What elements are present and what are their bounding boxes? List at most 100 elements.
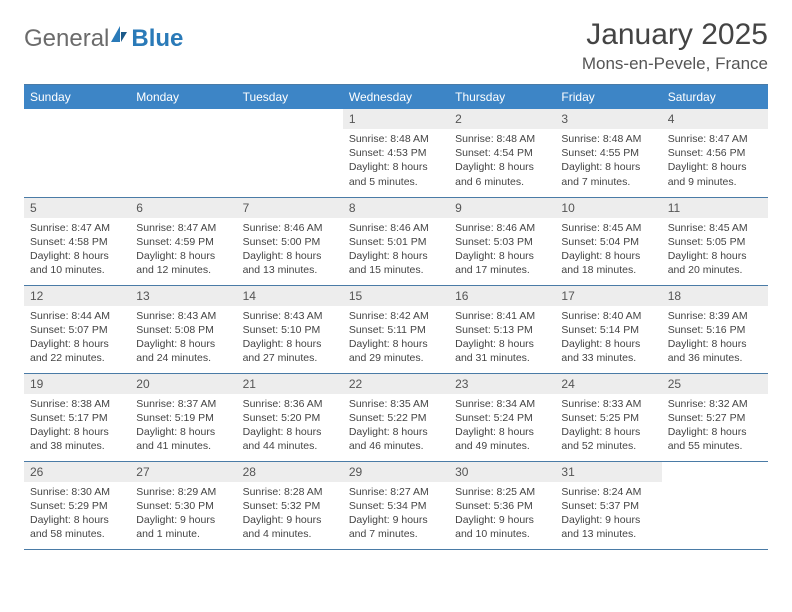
day-info: Sunrise: 8:27 AMSunset: 5:34 PMDaylight:… [343,482,449,546]
calendar-cell: 31Sunrise: 8:24 AMSunset: 5:37 PMDayligh… [555,461,661,549]
day-number: 22 [343,374,449,394]
day-info: Sunrise: 8:35 AMSunset: 5:22 PMDaylight:… [343,394,449,458]
day-number: 30 [449,462,555,482]
col-friday: Friday [555,85,661,110]
day-number: 10 [555,198,661,218]
col-sunday: Sunday [24,85,130,110]
day-info: Sunrise: 8:30 AMSunset: 5:29 PMDaylight:… [24,482,130,546]
day-info: Sunrise: 8:43 AMSunset: 5:08 PMDaylight:… [130,306,236,370]
calendar-cell: 22Sunrise: 8:35 AMSunset: 5:22 PMDayligh… [343,373,449,461]
calendar-row: 5Sunrise: 8:47 AMSunset: 4:58 PMDaylight… [24,197,768,285]
day-info: Sunrise: 8:48 AMSunset: 4:55 PMDaylight:… [555,129,661,193]
day-number: 4 [662,109,768,129]
calendar-cell: 23Sunrise: 8:34 AMSunset: 5:24 PMDayligh… [449,373,555,461]
day-number: 2 [449,109,555,129]
day-number: 1 [343,109,449,129]
calendar-cell: 8Sunrise: 8:46 AMSunset: 5:01 PMDaylight… [343,197,449,285]
day-number: 6 [130,198,236,218]
day-number: 19 [24,374,130,394]
day-number: 24 [555,374,661,394]
day-info: Sunrise: 8:41 AMSunset: 5:13 PMDaylight:… [449,306,555,370]
calendar-row: 1Sunrise: 8:48 AMSunset: 4:53 PMDaylight… [24,109,768,197]
day-info: Sunrise: 8:47 AMSunset: 4:59 PMDaylight:… [130,218,236,282]
day-number: 9 [449,198,555,218]
day-number: 21 [237,374,343,394]
col-thursday: Thursday [449,85,555,110]
day-info: Sunrise: 8:28 AMSunset: 5:32 PMDaylight:… [237,482,343,546]
day-info: Sunrise: 8:33 AMSunset: 5:25 PMDaylight:… [555,394,661,458]
calendar-cell: 29Sunrise: 8:27 AMSunset: 5:34 PMDayligh… [343,461,449,549]
calendar-cell: 13Sunrise: 8:43 AMSunset: 5:08 PMDayligh… [130,285,236,373]
calendar-cell: 2Sunrise: 8:48 AMSunset: 4:54 PMDaylight… [449,109,555,197]
day-number: 20 [130,374,236,394]
col-saturday: Saturday [662,85,768,110]
calendar-cell: 6Sunrise: 8:47 AMSunset: 4:59 PMDaylight… [130,197,236,285]
calendar-cell: 18Sunrise: 8:39 AMSunset: 5:16 PMDayligh… [662,285,768,373]
day-number: 27 [130,462,236,482]
calendar-cell: 16Sunrise: 8:41 AMSunset: 5:13 PMDayligh… [449,285,555,373]
day-info: Sunrise: 8:46 AMSunset: 5:01 PMDaylight:… [343,218,449,282]
day-info: Sunrise: 8:40 AMSunset: 5:14 PMDaylight:… [555,306,661,370]
calendar-cell: 10Sunrise: 8:45 AMSunset: 5:04 PMDayligh… [555,197,661,285]
calendar-page: General Blue January 2025 Mons-en-Pevele… [0,0,792,560]
header: General Blue January 2025 Mons-en-Pevele… [24,18,768,74]
calendar-cell: 1Sunrise: 8:48 AMSunset: 4:53 PMDaylight… [343,109,449,197]
calendar-row: 26Sunrise: 8:30 AMSunset: 5:29 PMDayligh… [24,461,768,549]
day-number: 23 [449,374,555,394]
calendar-row: 12Sunrise: 8:44 AMSunset: 5:07 PMDayligh… [24,285,768,373]
calendar-cell: 12Sunrise: 8:44 AMSunset: 5:07 PMDayligh… [24,285,130,373]
day-number: 11 [662,198,768,218]
calendar-cell [237,109,343,197]
calendar-cell: 9Sunrise: 8:46 AMSunset: 5:03 PMDaylight… [449,197,555,285]
day-number: 25 [662,374,768,394]
day-info: Sunrise: 8:37 AMSunset: 5:19 PMDaylight:… [130,394,236,458]
day-number: 26 [24,462,130,482]
day-number: 13 [130,286,236,306]
calendar-cell: 11Sunrise: 8:45 AMSunset: 5:05 PMDayligh… [662,197,768,285]
logo-text-blue: Blue [131,25,183,53]
col-tuesday: Tuesday [237,85,343,110]
calendar-cell: 7Sunrise: 8:46 AMSunset: 5:00 PMDaylight… [237,197,343,285]
col-monday: Monday [130,85,236,110]
calendar-cell: 15Sunrise: 8:42 AMSunset: 5:11 PMDayligh… [343,285,449,373]
day-number: 14 [237,286,343,306]
day-number: 7 [237,198,343,218]
day-info: Sunrise: 8:39 AMSunset: 5:16 PMDaylight:… [662,306,768,370]
day-info: Sunrise: 8:32 AMSunset: 5:27 PMDaylight:… [662,394,768,458]
day-info: Sunrise: 8:24 AMSunset: 5:37 PMDaylight:… [555,482,661,546]
calendar-cell [130,109,236,197]
day-number: 8 [343,198,449,218]
day-info: Sunrise: 8:36 AMSunset: 5:20 PMDaylight:… [237,394,343,458]
calendar-cell [662,461,768,549]
calendar-cell [24,109,130,197]
day-number: 17 [555,286,661,306]
day-number: 29 [343,462,449,482]
calendar-cell: 24Sunrise: 8:33 AMSunset: 5:25 PMDayligh… [555,373,661,461]
day-info: Sunrise: 8:47 AMSunset: 4:58 PMDaylight:… [24,218,130,282]
logo-text-general: General [24,25,109,53]
day-info: Sunrise: 8:34 AMSunset: 5:24 PMDaylight:… [449,394,555,458]
sail-icon [109,24,129,44]
day-info: Sunrise: 8:44 AMSunset: 5:07 PMDaylight:… [24,306,130,370]
day-header-row: Sunday Monday Tuesday Wednesday Thursday… [24,85,768,110]
location: Mons-en-Pevele, France [582,54,768,74]
day-number: 12 [24,286,130,306]
day-info: Sunrise: 8:48 AMSunset: 4:53 PMDaylight:… [343,129,449,193]
day-number: 18 [662,286,768,306]
calendar-cell: 27Sunrise: 8:29 AMSunset: 5:30 PMDayligh… [130,461,236,549]
day-number: 3 [555,109,661,129]
calendar-row: 19Sunrise: 8:38 AMSunset: 5:17 PMDayligh… [24,373,768,461]
day-number: 28 [237,462,343,482]
calendar-cell: 25Sunrise: 8:32 AMSunset: 5:27 PMDayligh… [662,373,768,461]
calendar-cell: 4Sunrise: 8:47 AMSunset: 4:56 PMDaylight… [662,109,768,197]
day-info: Sunrise: 8:25 AMSunset: 5:36 PMDaylight:… [449,482,555,546]
calendar-cell: 30Sunrise: 8:25 AMSunset: 5:36 PMDayligh… [449,461,555,549]
day-info: Sunrise: 8:46 AMSunset: 5:03 PMDaylight:… [449,218,555,282]
calendar-body: 1Sunrise: 8:48 AMSunset: 4:53 PMDaylight… [24,109,768,549]
day-info: Sunrise: 8:38 AMSunset: 5:17 PMDaylight:… [24,394,130,458]
day-info: Sunrise: 8:29 AMSunset: 5:30 PMDaylight:… [130,482,236,546]
day-info: Sunrise: 8:46 AMSunset: 5:00 PMDaylight:… [237,218,343,282]
day-info: Sunrise: 8:45 AMSunset: 5:04 PMDaylight:… [555,218,661,282]
day-info: Sunrise: 8:47 AMSunset: 4:56 PMDaylight:… [662,129,768,193]
calendar-cell: 26Sunrise: 8:30 AMSunset: 5:29 PMDayligh… [24,461,130,549]
